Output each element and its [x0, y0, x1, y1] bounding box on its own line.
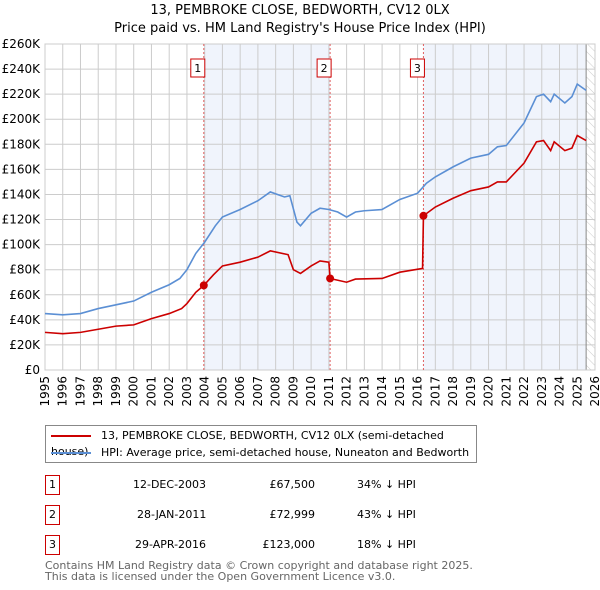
x-tick-label: 2021 [499, 376, 513, 407]
x-tick-label: 2015 [393, 376, 407, 407]
table-row: 1 12-DEC-2003 £67,500 34% ↓ HPI [45, 475, 485, 495]
x-tick-label: 2016 [411, 376, 425, 407]
sale-label-box [190, 58, 206, 78]
y-tick-label: £260K [2, 37, 42, 51]
y-tick-label: £240K [2, 62, 42, 76]
y-tick-label: £160K [2, 162, 42, 176]
x-tick-label: 2018 [446, 376, 460, 407]
x-tick-label: 2005 [215, 376, 229, 407]
footer-line: This data is licensed under the Open Gov… [45, 570, 396, 583]
x-tick-label: 1996 [56, 376, 70, 407]
y-tick-label: £180K [2, 137, 42, 151]
x-tick-label: 2024 [553, 376, 567, 407]
x-tick-label: 2012 [340, 376, 354, 407]
y-tick-label: £200K [2, 112, 42, 126]
x-tick-label: 1995 [38, 376, 52, 407]
price-chart: £0 £20K £40K £60K £80K £100K £120K £140K £160K £1… [2, 37, 600, 407]
sale-date: 12-DEC-2003 [133, 478, 207, 491]
x-tick-label: 2023 [535, 376, 549, 407]
x-tick-label: 2003 [180, 376, 194, 407]
legend-item-property: 13, PEMBROKE CLOSE, BEDWORTH, CV12 0LX (… [51, 428, 476, 458]
legend-label: HPI: Average price, semi-detached house,… [101, 446, 470, 459]
property-price-line [44, 134, 587, 335]
sale-label-box [316, 58, 332, 78]
x-tick-label: 2019 [464, 376, 478, 407]
x-tick-label: 2000 [127, 376, 141, 407]
x-tick-label: 2026 [588, 376, 600, 407]
sale-number: 1 [45, 475, 60, 495]
legend-swatch-red [51, 435, 91, 437]
sale-price: £123,000 [262, 538, 316, 551]
y-tick-label: £140K [2, 187, 42, 201]
y-tick-label: £0 [25, 363, 40, 377]
footer-line: Contains HM Land Registry data © Crown c… [45, 559, 473, 572]
x-tick-label: 2025 [570, 376, 584, 407]
footer: Contains HM Land Registry data © Crown c… [45, 560, 473, 582]
sale-label: 1 [194, 62, 201, 75]
x-tick-label: 2020 [482, 376, 496, 407]
sale-price: £67,500 [269, 478, 316, 491]
x-tick-label: 2008 [269, 376, 283, 407]
x-tick-label: 2007 [251, 376, 265, 407]
x-tick-label: 2002 [162, 376, 176, 407]
subtitle: Price paid vs. HM Land Registry's House … [114, 21, 486, 36]
y-tick-label: £40K [9, 313, 41, 327]
sale-point [326, 274, 335, 283]
sale-point [419, 211, 428, 220]
x-tick-label: 2022 [517, 376, 531, 407]
sale-label: 2 [321, 62, 328, 75]
x-tick-label: 1997 [73, 376, 87, 407]
x-tick-label: 2004 [198, 376, 212, 407]
x-tick-label: 2017 [428, 376, 442, 407]
x-tick-label: 2011 [322, 376, 336, 407]
shaded-period [203, 44, 331, 370]
x-tick-label: 1999 [109, 376, 123, 407]
x-tick-label: 2013 [357, 376, 371, 407]
y-tick-label: £60K [9, 288, 41, 302]
sale-date: 29-APR-2016 [135, 538, 207, 551]
sale-point [199, 281, 208, 290]
table-row: 3 29-APR-2016 £123,000 18% ↓ HPI [45, 535, 485, 555]
shaded-period [423, 44, 587, 370]
sale-label-box [409, 58, 425, 78]
sale-price: £72,999 [269, 508, 316, 521]
x-tick-label: 2006 [233, 376, 247, 407]
y-tick-label: £100K [2, 238, 42, 252]
x-tick-label: 2014 [375, 376, 389, 407]
legend: 13, PEMBROKE CLOSE, BEDWORTH, CV12 0LX (… [45, 425, 477, 463]
x-tick-label: 2010 [304, 376, 318, 407]
title: 13, PEMBROKE CLOSE, BEDWORTH, CV12 0LX [150, 3, 450, 18]
y-tick-label: £220K [2, 87, 42, 101]
x-tick-label: 2001 [144, 376, 158, 407]
sale-hpi-diff: 18% ↓ HPI [357, 538, 416, 551]
y-tick-label: £20K [9, 338, 41, 352]
x-tick-label: 1998 [91, 376, 105, 407]
y-tick-label: £120K [2, 213, 42, 227]
legend-item-hpi: HPI: Average price, semi-detached house,… [51, 445, 469, 461]
sale-label: 3 [414, 62, 421, 75]
x-tick-label: 2009 [286, 376, 300, 407]
sale-number: 3 [45, 535, 60, 555]
sale-number: 2 [45, 505, 60, 525]
legend-swatch-blue [51, 452, 91, 454]
plot-border [44, 43, 596, 371]
legend-label: 13, PEMBROKE CLOSE, BEDWORTH, CV12 0LX (… [51, 429, 444, 458]
chart-title: 13, PEMBROKE CLOSE, BEDWORTH, CV12 0LX P… [0, 2, 600, 38]
forecast-hatch [586, 44, 595, 370]
sale-hpi-diff: 43% ↓ HPI [357, 508, 416, 521]
sale-date: 28-JAN-2011 [137, 508, 207, 521]
sale-hpi-diff: 34% ↓ HPI [357, 478, 416, 491]
y-tick-label: £80K [9, 263, 41, 277]
hpi-line [44, 82, 587, 316]
table-row: 2 28-JAN-2011 £72,999 43% ↓ HPI [45, 505, 485, 525]
